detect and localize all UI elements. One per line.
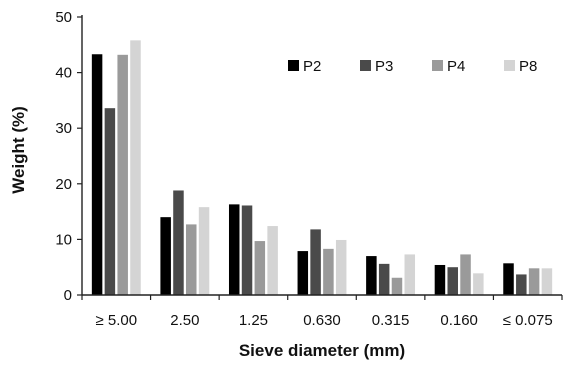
bar-p3-4 bbox=[378, 263, 390, 295]
x-tick-label: 1.25 bbox=[239, 312, 268, 329]
bar-p8-6 bbox=[541, 268, 553, 295]
y-axis-title: Weight (%) bbox=[9, 106, 28, 194]
bar-p2-6 bbox=[503, 263, 514, 295]
x-tick-label: ≥ 5.00 bbox=[95, 312, 137, 329]
bar-p8-2 bbox=[267, 226, 278, 295]
bar-p2-1 bbox=[160, 217, 171, 295]
legend-label-p2: P2 bbox=[303, 58, 321, 75]
x-tick-label: 0.315 bbox=[372, 312, 410, 329]
legend-swatch-p4 bbox=[432, 60, 443, 71]
bar-p2-4 bbox=[366, 256, 377, 295]
y-tick-label: 20 bbox=[55, 176, 72, 193]
bar-p3-2 bbox=[241, 205, 253, 295]
x-tick-label: 0.630 bbox=[303, 312, 341, 329]
x-axis-title: Sieve diameter (mm) bbox=[239, 341, 405, 360]
legend-label-p4: P4 bbox=[447, 58, 465, 75]
bar-p4-2 bbox=[254, 241, 266, 295]
bar-p3-1 bbox=[173, 190, 184, 295]
legend-label-p3: P3 bbox=[375, 58, 393, 75]
bar-p8-5 bbox=[473, 273, 484, 295]
bar-p2-2 bbox=[228, 204, 240, 295]
y-axis: 0 10 20 30 40 50 bbox=[55, 9, 83, 304]
bar-p3-5 bbox=[447, 267, 458, 295]
bar-p2-5 bbox=[434, 264, 446, 295]
x-tick-label: 2.50 bbox=[170, 312, 199, 329]
bar-p8-1 bbox=[198, 207, 210, 295]
bar-p4-4 bbox=[391, 277, 403, 295]
y-tick-label: 40 bbox=[55, 65, 72, 82]
bar-p8-3 bbox=[335, 239, 347, 295]
legend-swatch-p2 bbox=[288, 60, 299, 71]
legend-swatch-p8 bbox=[504, 60, 515, 71]
bar-p4-3 bbox=[323, 248, 334, 295]
y-tick-label: 50 bbox=[55, 9, 72, 26]
bar-p4-5 bbox=[460, 254, 471, 295]
y-tick-label: 30 bbox=[55, 120, 72, 137]
bar-p2-3 bbox=[297, 251, 309, 295]
y-tick-label: 0 bbox=[64, 287, 72, 304]
y-tick-label: 10 bbox=[55, 231, 72, 248]
bar-p8-0 bbox=[130, 40, 141, 295]
bar-p2-0 bbox=[91, 54, 103, 295]
bar-p4-1 bbox=[186, 224, 197, 295]
x-axis: ≥ 5.00 2.50 1.25 0.630 0.315 0.160 ≤ 0.075 bbox=[81, 294, 563, 329]
bar-p4-6 bbox=[528, 268, 540, 295]
bar-p3-3 bbox=[310, 229, 321, 295]
bar-p3-6 bbox=[516, 274, 527, 295]
legend: P2 P3 P4 P8 bbox=[288, 58, 537, 75]
bar-p3-0 bbox=[104, 108, 116, 296]
x-tick-label: 0.160 bbox=[440, 312, 478, 329]
legend-swatch-p3 bbox=[360, 60, 371, 71]
bars-group bbox=[91, 40, 553, 296]
legend-label-p8: P8 bbox=[519, 58, 537, 75]
bar-p4-0 bbox=[117, 54, 128, 296]
x-tick-label: ≤ 0.075 bbox=[503, 312, 553, 329]
bar-p8-4 bbox=[404, 254, 416, 295]
